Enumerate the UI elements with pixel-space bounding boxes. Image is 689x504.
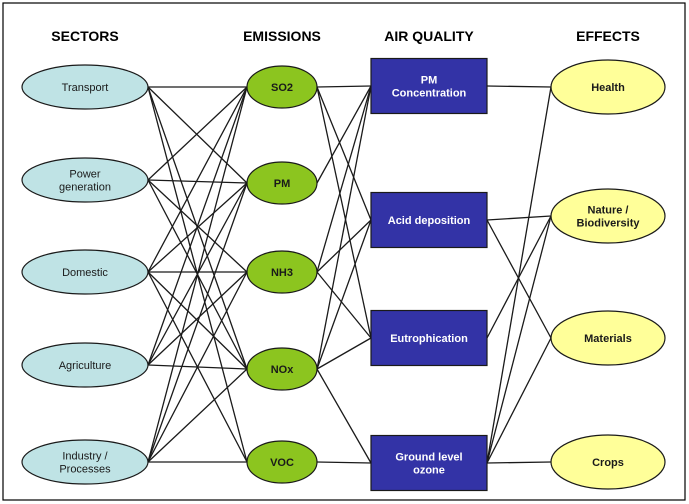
sector-emission-link-agriculture-so2 xyxy=(147,86,248,366)
sector-emission-link-industry-nox xyxy=(147,368,248,463)
air-quality-node-label-ozone-line-1: Ground level xyxy=(395,452,462,464)
airquality-effect-link-pmconc-health xyxy=(486,85,552,88)
airquality-effect-link-ozone-materials xyxy=(486,337,552,464)
effect-node-crops: Crops xyxy=(550,434,666,490)
sector-emission-link-industry-so2 xyxy=(147,86,248,463)
sector-emission-link-domestic-nox xyxy=(147,271,248,370)
emission-node-nh3: NH3 xyxy=(246,250,318,294)
air-quality-node-acid: Acid deposition xyxy=(370,191,488,249)
air-quality-node-shape-eutro xyxy=(370,309,488,367)
airquality-effect-link-acid-nature xyxy=(486,215,552,221)
sector-node-label-industry-line-1: Industry / xyxy=(62,451,108,463)
emission-node-so2: SO2 xyxy=(246,65,318,109)
sector-node-label-industry-line-2: Processes xyxy=(59,464,111,476)
emission-airquality-link-nox-ozone xyxy=(316,368,372,464)
emission-airquality-link-nox-acid xyxy=(316,219,372,370)
airquality-effect-link-acid-materials xyxy=(486,219,552,339)
sector-node-label-agriculture: Agriculture xyxy=(59,360,112,372)
column-header-emissions: EMISSIONS xyxy=(243,28,321,44)
emission-airquality-link-so2-acid xyxy=(316,86,372,221)
sector-node-agriculture: Agriculture xyxy=(21,342,149,388)
emission-airquality-link-so2-pmconc xyxy=(316,85,372,88)
emission-airquality-link-nh3-pmconc xyxy=(316,85,372,273)
sector-emission-link-industry-pm xyxy=(147,182,248,463)
air-quality-node-label-eutro: Eutrophication xyxy=(390,333,468,345)
emission-node-voc: VOC xyxy=(246,440,318,484)
sector-emission-link-power-pm xyxy=(147,179,248,184)
sector-node-label-power-line-2: generation xyxy=(59,182,111,194)
emission-node-label-nh3: NH3 xyxy=(271,267,293,279)
sector-node-shape-agriculture xyxy=(21,342,149,388)
air-quality-node-shape-acid xyxy=(370,191,488,249)
air-quality-node-label-pmconc-line-2: Concentration xyxy=(392,88,467,100)
column-header-sectors: SECTORS xyxy=(51,28,118,44)
sector-node-industry: Industry /Processes xyxy=(21,439,149,485)
sector-node-shape-domestic xyxy=(21,249,149,295)
sector-emission-link-domestic-so2 xyxy=(147,86,248,273)
effect-node-label-nature-line-2: Biodiversity xyxy=(577,218,641,230)
airquality-effect-link-ozone-crops xyxy=(486,461,552,464)
air-quality-node-label-ozone-line-2: ozone xyxy=(413,465,445,477)
effect-node-label-health: Health xyxy=(591,82,625,94)
sector-node-label-power-line-1: Power xyxy=(69,169,101,181)
air-quality-node-shape-ozone xyxy=(370,434,488,492)
emission-node-label-nox: NOx xyxy=(271,364,295,376)
effect-node-shape-nature xyxy=(550,188,666,244)
air-quality-node-label-pmconc-line-1: PM xyxy=(421,75,438,87)
emission-node-shape-pm xyxy=(246,161,318,205)
effect-node-shape-materials xyxy=(550,310,666,366)
sector-node-shape-industry xyxy=(21,439,149,485)
links-layer xyxy=(147,85,552,464)
effect-node-label-nature-line-1: Nature / xyxy=(588,205,629,217)
emission-node-shape-so2 xyxy=(246,65,318,109)
effect-node-health: Health xyxy=(550,59,666,115)
air-quality-node-shape-pmconc xyxy=(370,57,488,115)
effect-node-nature: Nature /Biodiversity xyxy=(550,188,666,244)
emission-node-label-voc: VOC xyxy=(270,457,294,469)
emission-node-pm: PM xyxy=(246,161,318,205)
sector-node-domestic: Domestic xyxy=(21,249,149,295)
column-header-air-quality: AIR QUALITY xyxy=(384,28,474,44)
emission-airquality-link-nh3-eutro xyxy=(316,271,372,339)
emission-airquality-link-pm-pmconc xyxy=(316,85,372,184)
emission-airquality-link-nh3-acid xyxy=(316,219,372,273)
emission-airquality-link-nox-eutro xyxy=(316,337,372,370)
sector-node-shape-power xyxy=(21,157,149,203)
airquality-effect-link-ozone-health xyxy=(486,86,552,464)
effect-node-shape-crops xyxy=(550,434,666,490)
sector-node-label-transport: Transport xyxy=(62,82,109,94)
sector-emission-link-agriculture-nh3 xyxy=(147,271,248,366)
sector-node-shape-transport xyxy=(21,64,149,110)
emission-airquality-link-nox-pmconc xyxy=(316,85,372,370)
emission-node-shape-nh3 xyxy=(246,250,318,294)
sector-emission-link-power-so2 xyxy=(147,86,248,181)
emission-airquality-link-so2-eutro xyxy=(316,86,372,339)
sector-node-label-domestic: Domestic xyxy=(62,267,108,279)
effect-node-label-materials: Materials xyxy=(584,333,632,345)
column-header-effects: EFFECTS xyxy=(576,28,640,44)
effect-node-label-crops: Crops xyxy=(592,457,624,469)
emission-node-shape-voc xyxy=(246,440,318,484)
effect-node-shape-health xyxy=(550,59,666,115)
emission-airquality-link-voc-ozone xyxy=(316,461,372,464)
emission-node-label-so2: SO2 xyxy=(271,82,293,94)
effect-node-materials: Materials xyxy=(550,310,666,366)
air-quality-node-eutro: Eutrophication xyxy=(370,309,488,367)
emission-node-label-pm: PM xyxy=(274,178,291,190)
sector-emission-link-transport-pm xyxy=(147,86,248,184)
sector-node-transport: Transport xyxy=(21,64,149,110)
sector-emission-link-industry-nh3 xyxy=(147,271,248,463)
emission-node-nox: NOx xyxy=(246,347,318,391)
airquality-effect-link-ozone-nature xyxy=(486,215,552,464)
air-quality-node-label-acid: Acid deposition xyxy=(388,215,471,227)
emission-node-shape-nox xyxy=(246,347,318,391)
